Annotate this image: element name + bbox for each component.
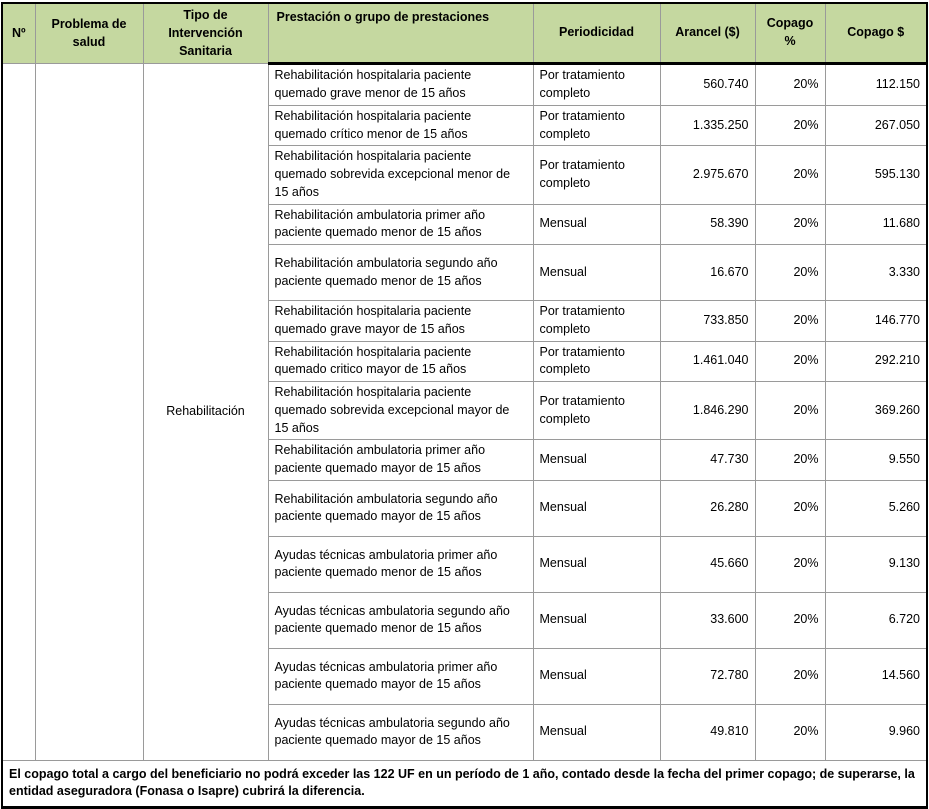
cell-arancel: 26.280	[659, 479, 756, 537]
cell-prestacion: Rehabilitación ambulatoria primer año pa…	[267, 439, 534, 481]
cell-copago-monto: 11.680	[824, 203, 928, 245]
cell-copago-pct: 20%	[754, 203, 826, 245]
cell-prestacion: Ayudas técnicas ambulatoria segundo año …	[267, 703, 534, 761]
cell-arancel: 560.740	[659, 63, 756, 106]
cell-arancel: 16.670	[659, 244, 756, 301]
table-row: Rehabilitación Rehabilitación hospitalar…	[1, 63, 928, 761]
cell-copago-pct: 20%	[754, 104, 826, 147]
cell-periodicidad: Por tratamiento completo	[532, 145, 661, 205]
col-header-copago-monto: Copago $	[824, 2, 928, 66]
cell-prestacion: Ayudas técnicas ambulatoria segundo año …	[267, 591, 534, 649]
cell-periodicidad: Mensual	[532, 244, 661, 301]
cell-copago-pct: 20%	[754, 703, 826, 761]
cell-copago-monto: 9.550	[824, 439, 928, 481]
cell-periodicidad: Mensual	[532, 479, 661, 537]
cell-copago-monto: 112.150	[824, 63, 928, 106]
col-header-copago-pct: Copago %	[754, 2, 826, 66]
cell-prestacion: Rehabilitación hospitalaria paciente que…	[267, 145, 534, 205]
cell-numero-empty	[1, 63, 36, 761]
cell-arancel: 733.850	[659, 300, 756, 342]
cell-copago-monto: 369.260	[824, 380, 928, 441]
cell-prestacion: Rehabilitación hospitalaria paciente que…	[267, 63, 534, 106]
cell-periodicidad: Mensual	[532, 535, 661, 593]
table-row: Ayudas técnicas ambulatoria primer año p…	[2, 647, 928, 705]
cell-periodicidad: Por tratamiento completo	[532, 63, 661, 106]
cell-copago-pct: 20%	[754, 535, 826, 593]
cell-copago-monto: 9.960	[824, 703, 928, 761]
col-header-numero: Nº	[1, 2, 36, 65]
cell-copago-monto: 5.260	[824, 479, 928, 537]
table-row: Ayudas técnicas ambulatoria primer año p…	[2, 535, 928, 593]
cell-periodicidad: Por tratamiento completo	[532, 104, 661, 147]
cell-arancel: 72.780	[659, 647, 756, 705]
table-row: Rehabilitación ambulatoria segundo año p…	[2, 244, 928, 301]
cell-periodicidad: Mensual	[532, 703, 661, 761]
cell-copago-pct: 20%	[754, 145, 826, 205]
cell-prestacion: Rehabilitación hospitalaria paciente que…	[267, 300, 534, 342]
cell-copago-pct: 20%	[754, 647, 826, 705]
cell-copago-pct: 20%	[754, 63, 826, 106]
cell-tipo-intervencion: Rehabilitación	[142, 63, 269, 761]
cell-arancel: 1.461.040	[659, 340, 756, 382]
cell-copago-monto: 6.720	[824, 591, 928, 649]
col-header-periodicidad: Periodicidad	[532, 2, 661, 66]
cell-copago-monto: 3.330	[824, 244, 928, 301]
cell-copago-monto: 14.560	[824, 647, 928, 705]
cell-copago-monto: 267.050	[824, 104, 928, 147]
cell-prestacion: Rehabilitación ambulatoria segundo año p…	[267, 479, 534, 537]
cell-copago-pct: 20%	[754, 300, 826, 342]
cell-periodicidad: Mensual	[532, 647, 661, 705]
table-row: Rehabilitación ambulatoria segundo año p…	[2, 479, 928, 537]
cell-arancel: 47.730	[659, 439, 756, 481]
cell-copago-pct: 20%	[754, 244, 826, 301]
cell-copago-monto: 595.130	[824, 145, 928, 205]
col-header-arancel: Arancel ($)	[659, 2, 756, 66]
cell-periodicidad: Por tratamiento completo	[532, 340, 661, 382]
table-row: Ayudas técnicas ambulatoria segundo año …	[2, 703, 928, 761]
cell-prestacion: Ayudas técnicas ambulatoria primer año p…	[267, 647, 534, 705]
col-header-problema-salud: Problema de salud	[34, 2, 144, 65]
cell-copago-monto: 9.130	[824, 535, 928, 593]
col-header-prestacion: Prestación o grupo de prestaciones	[267, 2, 534, 66]
header-row: Nº Problema de salud Tipo de Intervenció…	[1, 2, 928, 66]
cell-copago-pct: 20%	[754, 479, 826, 537]
cell-copago-monto: 146.770	[824, 300, 928, 342]
table-row: Rehabilitación hospitalaria paciente que…	[2, 340, 928, 382]
cell-arancel: 1.335.250	[659, 104, 756, 147]
cell-copago-pct: 20%	[754, 340, 826, 382]
cell-arancel: 33.600	[659, 591, 756, 649]
cell-arancel: 45.660	[659, 535, 756, 593]
copago-limit-note: El copago total a cargo del beneficiario…	[1, 759, 928, 808]
footer-row: El copago total a cargo del beneficiario…	[1, 759, 928, 808]
table-row: Rehabilitación hospitalaria paciente que…	[2, 145, 928, 205]
cell-prestacion: Rehabilitación hospitalaria paciente que…	[267, 380, 534, 441]
cell-copago-pct: 20%	[754, 380, 826, 441]
table-row: Rehabilitación hospitalaria paciente que…	[2, 380, 928, 441]
cell-arancel: 58.390	[659, 203, 756, 245]
cell-copago-pct: 20%	[754, 591, 826, 649]
cell-prestacion: Rehabilitación hospitalaria paciente que…	[267, 340, 534, 382]
cell-arancel: 49.810	[659, 703, 756, 761]
cell-arancel: 1.846.290	[659, 380, 756, 441]
cell-periodicidad: Mensual	[532, 439, 661, 481]
cell-periodicidad: Por tratamiento completo	[532, 380, 661, 441]
cell-copago-pct: 20%	[754, 439, 826, 481]
cell-periodicidad: Por tratamiento completo	[532, 300, 661, 342]
cell-prestacion: Ayudas técnicas ambulatoria primer año p…	[267, 535, 534, 593]
col-header-tipo-intervencion: Tipo de Intervención Sanitaria	[142, 2, 269, 65]
cell-periodicidad: Mensual	[532, 203, 661, 245]
cell-prestacion: Rehabilitación hospitalaria paciente que…	[267, 104, 534, 147]
cell-prestacion: Rehabilitación ambulatoria segundo año p…	[267, 244, 534, 301]
cell-copago-monto: 292.210	[824, 340, 928, 382]
cell-prestacion: Rehabilitación ambulatoria primer año pa…	[267, 203, 534, 245]
table-row: Rehabilitación hospitalaria paciente que…	[2, 104, 928, 147]
table-row: Ayudas técnicas ambulatoria segundo año …	[2, 591, 928, 649]
cell-problema-salud-empty	[34, 63, 144, 761]
cell-periodicidad: Mensual	[532, 591, 661, 649]
cell-arancel: 2.975.670	[659, 145, 756, 205]
